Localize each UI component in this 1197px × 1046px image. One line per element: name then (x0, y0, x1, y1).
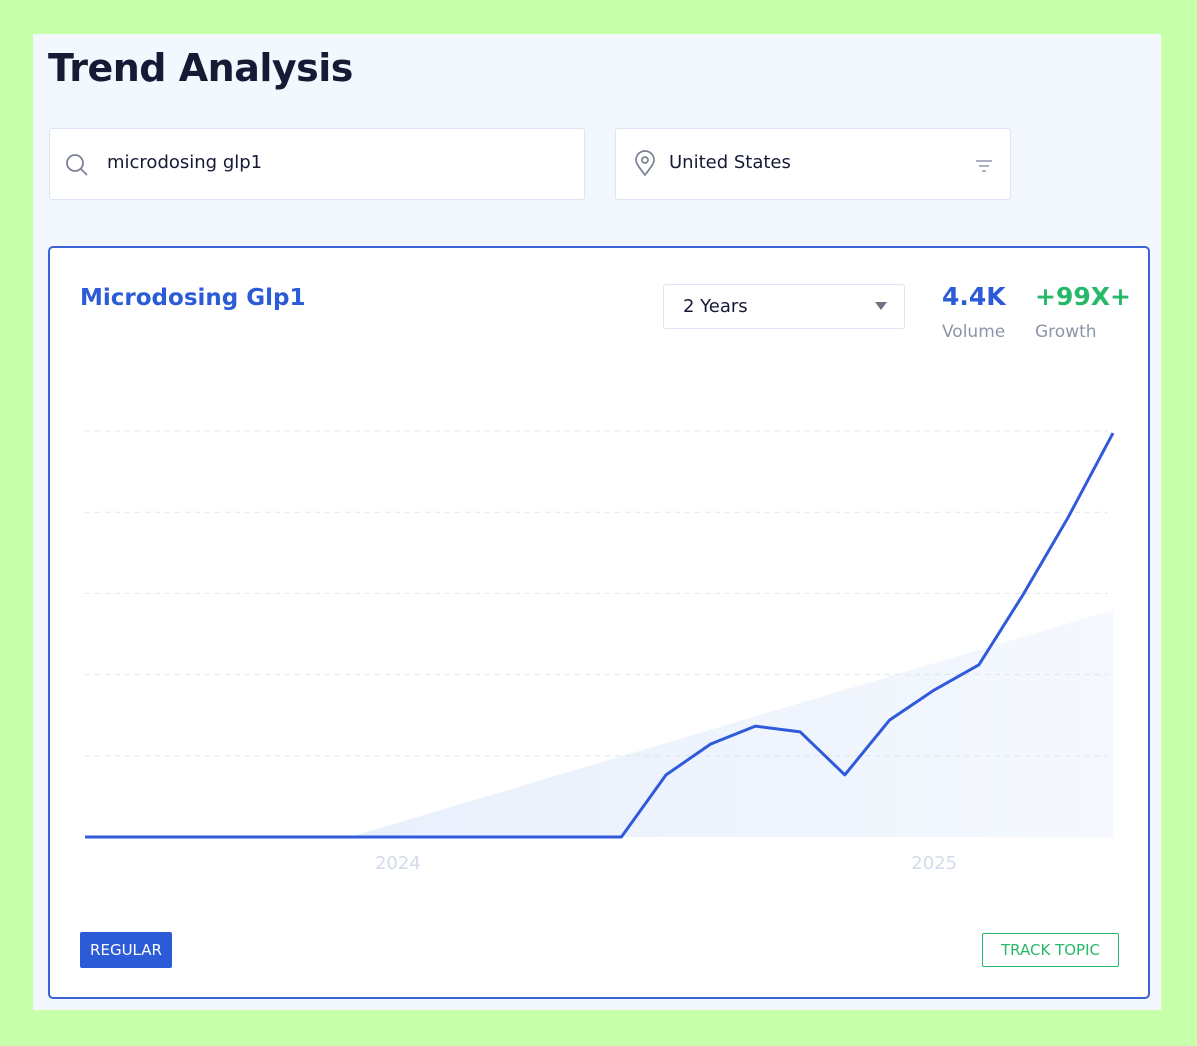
location-text: United States (669, 152, 791, 173)
page-title: Trend Analysis (48, 46, 353, 90)
trend-area (350, 610, 1113, 837)
volume-value: 4.4K (942, 282, 1006, 311)
search-query: microdosing glp1 (107, 152, 263, 173)
trend-line (85, 432, 1115, 839)
search-box[interactable] (49, 128, 585, 200)
track-topic-button[interactable]: TRACK TOPIC (982, 933, 1119, 967)
trend-card (48, 246, 1150, 999)
filter-icon[interactable] (975, 158, 993, 174)
period-text: 2 Years (683, 296, 748, 317)
period-select[interactable] (663, 284, 905, 329)
growth-label: Growth (1035, 322, 1097, 342)
search-icon (66, 154, 88, 176)
card-title: Microdosing Glp1 (80, 285, 306, 311)
x-tick-label: 2025 (911, 853, 957, 874)
x-tick-label: 2024 (375, 853, 421, 874)
location-box[interactable] (615, 128, 1011, 200)
volume-label: Volume (942, 322, 1006, 342)
location-icon (635, 150, 655, 177)
dropdown-caret (875, 302, 887, 310)
regular-button[interactable]: REGULAR (80, 932, 172, 968)
growth-value: +99X+ (1035, 282, 1131, 311)
